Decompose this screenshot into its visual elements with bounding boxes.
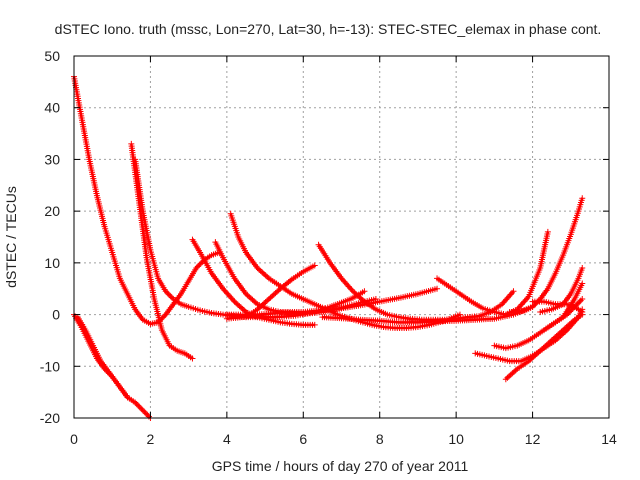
x-tick-label: 4: [223, 431, 231, 447]
series-line: [436, 231, 550, 316]
series-markers: [242, 262, 318, 321]
series-line: [474, 308, 584, 363]
series-arc12: [315, 241, 517, 323]
series-arc21: [506, 195, 586, 315]
series-markers: [537, 265, 586, 315]
series-markers: [71, 73, 223, 327]
x-tick-label: 0: [70, 431, 78, 447]
x-tick-label: 10: [448, 431, 464, 447]
series-line: [229, 213, 461, 330]
series-arc14: [319, 303, 536, 326]
series-markers: [502, 311, 586, 383]
series-line: [72, 76, 220, 326]
series-arc1: [71, 73, 223, 327]
y-tick-label: 10: [44, 255, 60, 271]
chart-title: dSTEC Iono. truth (mssc, Lon=270, Lat=30…: [55, 21, 602, 37]
y-tick-label: 0: [52, 307, 60, 323]
series-arc17: [502, 311, 586, 383]
series-markers: [315, 241, 517, 323]
x-tick-label: 8: [376, 431, 384, 447]
y-tick-label: 40: [44, 100, 60, 116]
x-axis-label: GPS time / hours of day 270 of year 2011: [212, 458, 469, 474]
y-tick-label: 50: [44, 48, 60, 64]
plot-frame: [73, 55, 610, 419]
axis-ticks: 0 2 4 6 8 10 12 14 -20 -10 0 10 20 30 40 50: [40, 48, 617, 447]
series-markers: [506, 195, 586, 315]
series-markers: [132, 156, 261, 321]
series-arc20: [541, 296, 586, 334]
series-markers: [434, 228, 551, 318]
series-arc13: [434, 228, 551, 318]
y-tick-label: 20: [44, 203, 60, 219]
series-markers: [541, 296, 586, 334]
y-tick-label: -20: [40, 410, 60, 426]
y-axis-label: dSTEC / TECUs: [3, 186, 19, 288]
x-tick-label: 12: [525, 431, 541, 447]
series-arc5: [132, 156, 261, 321]
x-tick-label: 6: [299, 431, 307, 447]
x-tick-label: 14: [601, 431, 617, 447]
series-markers: [74, 314, 131, 401]
series-arc19: [537, 265, 586, 315]
x-tick-label: 2: [147, 431, 155, 447]
series-arc3: [74, 314, 131, 401]
y-tick-label: 30: [44, 151, 60, 167]
series-arc11: [242, 262, 318, 321]
y-tick-label: -10: [40, 358, 60, 374]
series-markers: [319, 303, 536, 326]
data-series: [71, 73, 586, 421]
